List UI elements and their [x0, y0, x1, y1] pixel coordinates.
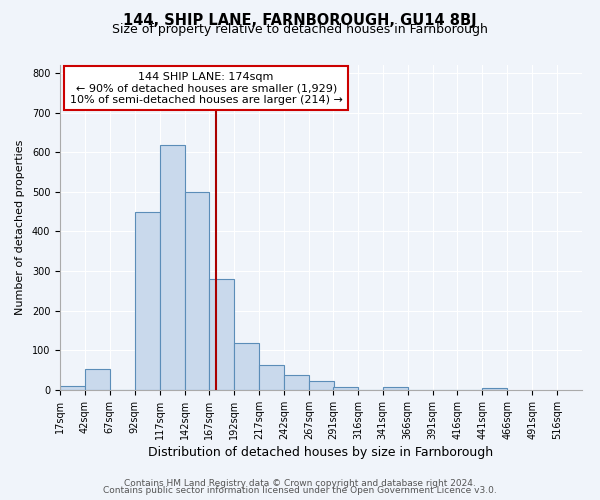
Y-axis label: Number of detached properties: Number of detached properties — [15, 140, 25, 315]
Bar — [309, 382, 334, 390]
X-axis label: Distribution of detached houses by size in Farnborough: Distribution of detached houses by size … — [148, 446, 494, 459]
Text: 144 SHIP LANE: 174sqm
← 90% of detached houses are smaller (1,929)
10% of semi-d: 144 SHIP LANE: 174sqm ← 90% of detached … — [70, 72, 343, 104]
Text: Size of property relative to detached houses in Farnborough: Size of property relative to detached ho… — [112, 22, 488, 36]
Bar — [85, 370, 110, 390]
Bar — [333, 387, 358, 390]
Bar — [482, 388, 507, 390]
Bar — [135, 212, 160, 390]
Bar — [284, 376, 309, 390]
Bar — [235, 343, 259, 390]
Bar — [60, 386, 85, 390]
Text: Contains public sector information licensed under the Open Government Licence v3: Contains public sector information licen… — [103, 486, 497, 495]
Bar — [383, 387, 407, 390]
Text: 144, SHIP LANE, FARNBOROUGH, GU14 8BJ: 144, SHIP LANE, FARNBOROUGH, GU14 8BJ — [123, 12, 477, 28]
Bar — [185, 192, 209, 390]
Bar — [160, 146, 185, 390]
Bar — [259, 366, 284, 390]
Text: Contains HM Land Registry data © Crown copyright and database right 2024.: Contains HM Land Registry data © Crown c… — [124, 478, 476, 488]
Bar — [209, 279, 235, 390]
